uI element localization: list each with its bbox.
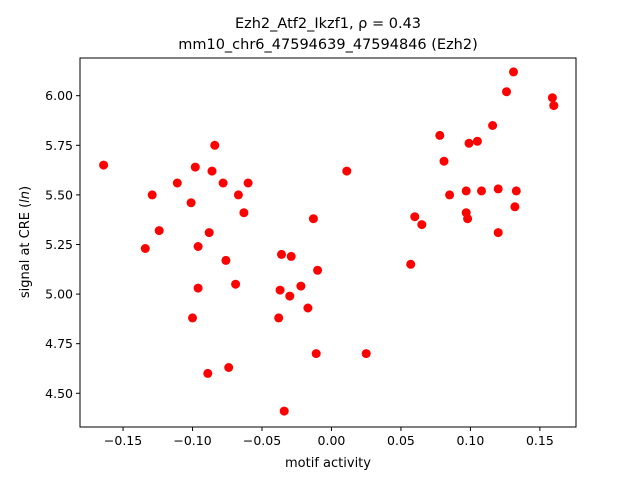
data-point [274,313,284,323]
data-point [311,349,321,359]
data-point [231,279,241,289]
data-point [188,313,197,323]
plot-frame [79,57,577,428]
y-tick-label: 4.50 [45,386,73,401]
data-point [472,136,482,146]
data-point [277,249,286,259]
data-point [406,259,416,269]
y-tick-label: 5.50 [45,187,73,202]
y-axis-ticks: 4.50 4.75 5.00 5.25 5.50 5.75 6.00 [45,88,80,401]
data-point [303,303,313,313]
data-point [547,93,557,103]
data-point [285,291,295,301]
data-point [445,190,455,200]
data-point [509,67,518,77]
data-point [510,202,520,212]
x-tick-label: 0.15 [526,433,554,448]
data-point [502,87,511,97]
data-point [308,214,318,224]
data-point [147,190,157,200]
data-point [140,244,150,253]
data-point [477,186,486,196]
data-point [218,178,228,188]
data-point [493,228,503,238]
x-tick-label: −0.10 [173,433,211,448]
data-point [488,121,498,130]
data-point [207,166,217,176]
data-point [296,281,306,291]
data-point [435,130,445,140]
data-point [204,228,214,238]
data-point [190,162,200,172]
data-point [203,368,213,378]
x-tick-label: 0.05 [387,433,415,448]
chart-title-line1: Ezh2_Atf2_Ikzf1, ρ = 0.43 [235,16,421,32]
data-point [172,178,182,188]
y-axis-label-suffix: ) [18,186,33,191]
data-point [313,265,323,275]
data-point [224,363,234,372]
x-tick-label: −0.05 [243,433,281,448]
data-point [511,186,521,196]
data-point [186,198,196,208]
y-tick-label: 4.75 [45,336,73,351]
y-tick-label: 5.25 [45,237,73,252]
data-point [275,285,285,295]
data-points [99,67,559,416]
data-point [463,214,473,224]
y-tick-label: 6.00 [45,88,73,103]
data-point [493,184,503,194]
data-point [279,406,289,416]
data-point [154,226,164,236]
chart-title-line2: mm10_chr6_47594639_47594846 (Ezh2) [178,37,478,53]
data-point [243,178,253,188]
y-axis-label-italic: ln [18,191,33,203]
data-point [286,251,296,261]
data-point [193,283,203,293]
x-tick-label: 0.10 [456,433,484,448]
x-axis-ticks: −0.15 −0.10 −0.05 0.00 0.05 0.10 0.15 [104,427,554,448]
data-point [239,208,249,218]
data-point [221,255,231,265]
x-axis-label: motif activity [285,456,371,471]
data-point [193,242,203,251]
y-axis-label-prefix: signal at CRE ( [18,203,33,298]
y-axis-label: signal at CRE (ln) [18,186,33,298]
data-point [233,190,243,200]
y-tick-label: 5.00 [45,287,73,302]
data-point [410,212,420,222]
data-point [342,166,352,176]
data-point [417,220,427,230]
data-point [99,160,109,170]
data-point [439,156,449,166]
data-point [361,349,371,359]
y-tick-label: 5.75 [45,138,73,153]
data-point [461,186,471,196]
data-point [210,140,220,150]
x-tick-label: 0.00 [318,433,346,448]
data-point [549,101,559,111]
data-point [464,138,474,148]
x-tick-label: −0.15 [104,433,142,448]
